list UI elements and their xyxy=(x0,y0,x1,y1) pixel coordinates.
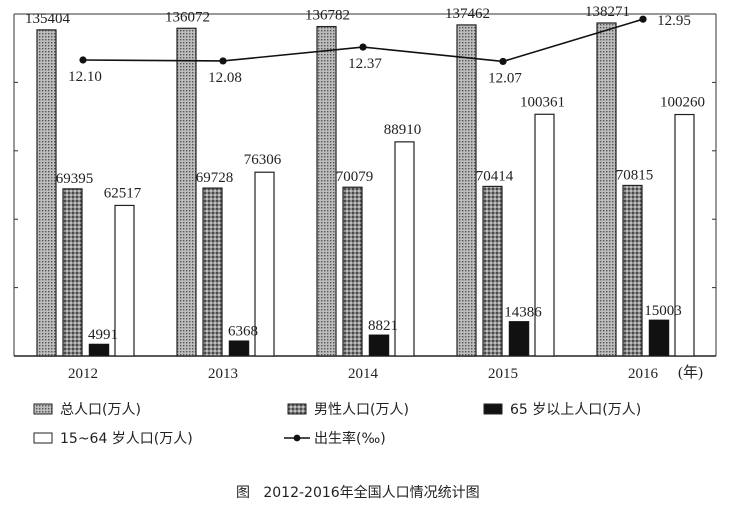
birth-rate-label-2014: 12.37 xyxy=(348,56,382,72)
legend-item-age65: 65 岁以上人口(万人) xyxy=(483,402,641,418)
bar-total-2016 xyxy=(596,22,617,357)
birth-rate-point-2014 xyxy=(359,43,367,51)
bar-total-2015 xyxy=(456,24,477,357)
bar-male-2014 xyxy=(342,186,363,357)
chart-caption: 图 2012-2016年全国人口情况统计图 xyxy=(236,484,480,501)
data-label-total-2016: 138271 xyxy=(585,4,630,20)
x-tick-label-2012: 2012 xyxy=(68,366,98,382)
legend-label-birth-rate: 出生率(‰) xyxy=(314,430,386,447)
legend-swatch-age15-64 xyxy=(33,432,53,444)
bar-age15-64-2015 xyxy=(534,113,555,357)
legend-item-total: 总人口(万人) xyxy=(33,402,141,418)
bar-total-2013 xyxy=(176,27,197,357)
legend: 总人口(万人) 男性人口(万人) 65 岁以上人口(万人) 15~64 岁人口(万人)… xyxy=(33,402,641,447)
bar-male-2013 xyxy=(202,187,223,357)
bar-total-2012 xyxy=(36,29,57,357)
data-label-age15-64-2014: 88910 xyxy=(384,122,422,138)
x-axis: 2012 2013 2014 2015 2016 xyxy=(68,366,659,382)
data-label-male-2013: 69728 xyxy=(196,170,234,186)
birth-rate-point-2015 xyxy=(499,57,507,66)
bar-age15-64-2013 xyxy=(254,171,275,357)
data-label-age15-64-2012: 62517 xyxy=(104,185,142,201)
data-label-male-2016: 70815 xyxy=(616,167,654,183)
data-label-total-2015: 137462 xyxy=(445,6,490,22)
birth-rate-label-2016: 12.95 xyxy=(657,13,691,29)
data-label-age15-64-2016: 100260 xyxy=(660,95,705,111)
data-label-male-2012: 69395 xyxy=(56,171,94,187)
bar-total-2014 xyxy=(316,25,337,357)
legend-item-age15-64: 15~64 岁人口(万人) xyxy=(33,431,193,447)
birth-rate-label-2012: 12.10 xyxy=(68,69,102,85)
legend-swatch-age65 xyxy=(483,403,503,415)
bars-layer xyxy=(36,22,695,357)
birth-rate-point-2012 xyxy=(79,56,87,64)
x-axis-unit: (年) xyxy=(678,364,703,381)
data-label-age65-2015: 14386 xyxy=(504,304,542,320)
bar-male-2015 xyxy=(482,185,503,357)
x-tick-label-2015: 2015 xyxy=(488,366,518,382)
bar-age15-64-2016 xyxy=(674,113,695,357)
data-label-male-2015: 70414 xyxy=(476,168,514,184)
x-tick-label-2016: 2016 xyxy=(628,366,659,382)
x-tick-label-2014: 2014 xyxy=(348,366,379,382)
legend-item-birth-rate: 出生率(‰) xyxy=(284,430,386,447)
bar-age15-64-2014 xyxy=(394,141,415,357)
bar-male-2012 xyxy=(62,188,83,357)
birth-rate-label-2013: 12.08 xyxy=(208,70,242,86)
data-label-male-2014: 70079 xyxy=(336,169,374,185)
birth-rate-point-2013 xyxy=(219,57,227,65)
legend-swatch-male xyxy=(287,403,307,415)
birth-rate-label-2015: 12.07 xyxy=(488,70,522,86)
legend-label-total: 总人口(万人) xyxy=(60,402,141,418)
data-label-age15-64-2013: 76306 xyxy=(244,152,282,168)
data-label-age65-2016: 15003 xyxy=(644,303,682,319)
data-label-total-2012: 135404 xyxy=(25,11,71,27)
data-label-age65-2012: 4991 xyxy=(88,327,118,343)
bar-male-2016 xyxy=(622,184,643,357)
legend-marker-birth-rate xyxy=(293,434,301,442)
data-label-total-2013: 136072 xyxy=(165,9,210,25)
data-label-age15-64-2015: 100361 xyxy=(520,94,565,110)
bar-age65-2013 xyxy=(228,340,250,357)
data-label-age65-2013: 6368 xyxy=(228,324,258,340)
legend-item-male: 男性人口(万人) xyxy=(287,402,409,418)
data-label-age65-2014: 8821 xyxy=(368,318,398,334)
bar-age65-2012 xyxy=(88,343,110,357)
birth-rate-point-2016 xyxy=(639,15,647,23)
bar-age15-64-2012 xyxy=(114,204,135,357)
birth-rate-line-layer xyxy=(79,15,647,66)
legend-label-age15-64: 15~64 岁人口(万人) xyxy=(60,431,193,447)
data-label-total-2014: 136782 xyxy=(305,8,350,24)
data-labels-layer: 135404 69395 4991 62517 136072 69728 6368 76306… xyxy=(25,4,705,343)
x-tick-label-2013: 2013 xyxy=(208,366,238,382)
legend-label-male: 男性人口(万人) xyxy=(314,402,409,418)
legend-swatch-total xyxy=(33,403,53,415)
bar-age65-2015 xyxy=(508,321,530,357)
bar-age65-2014 xyxy=(368,334,390,357)
legend-label-age65: 65 岁以上人口(万人) xyxy=(510,402,641,418)
bar-age65-2016 xyxy=(648,319,670,357)
